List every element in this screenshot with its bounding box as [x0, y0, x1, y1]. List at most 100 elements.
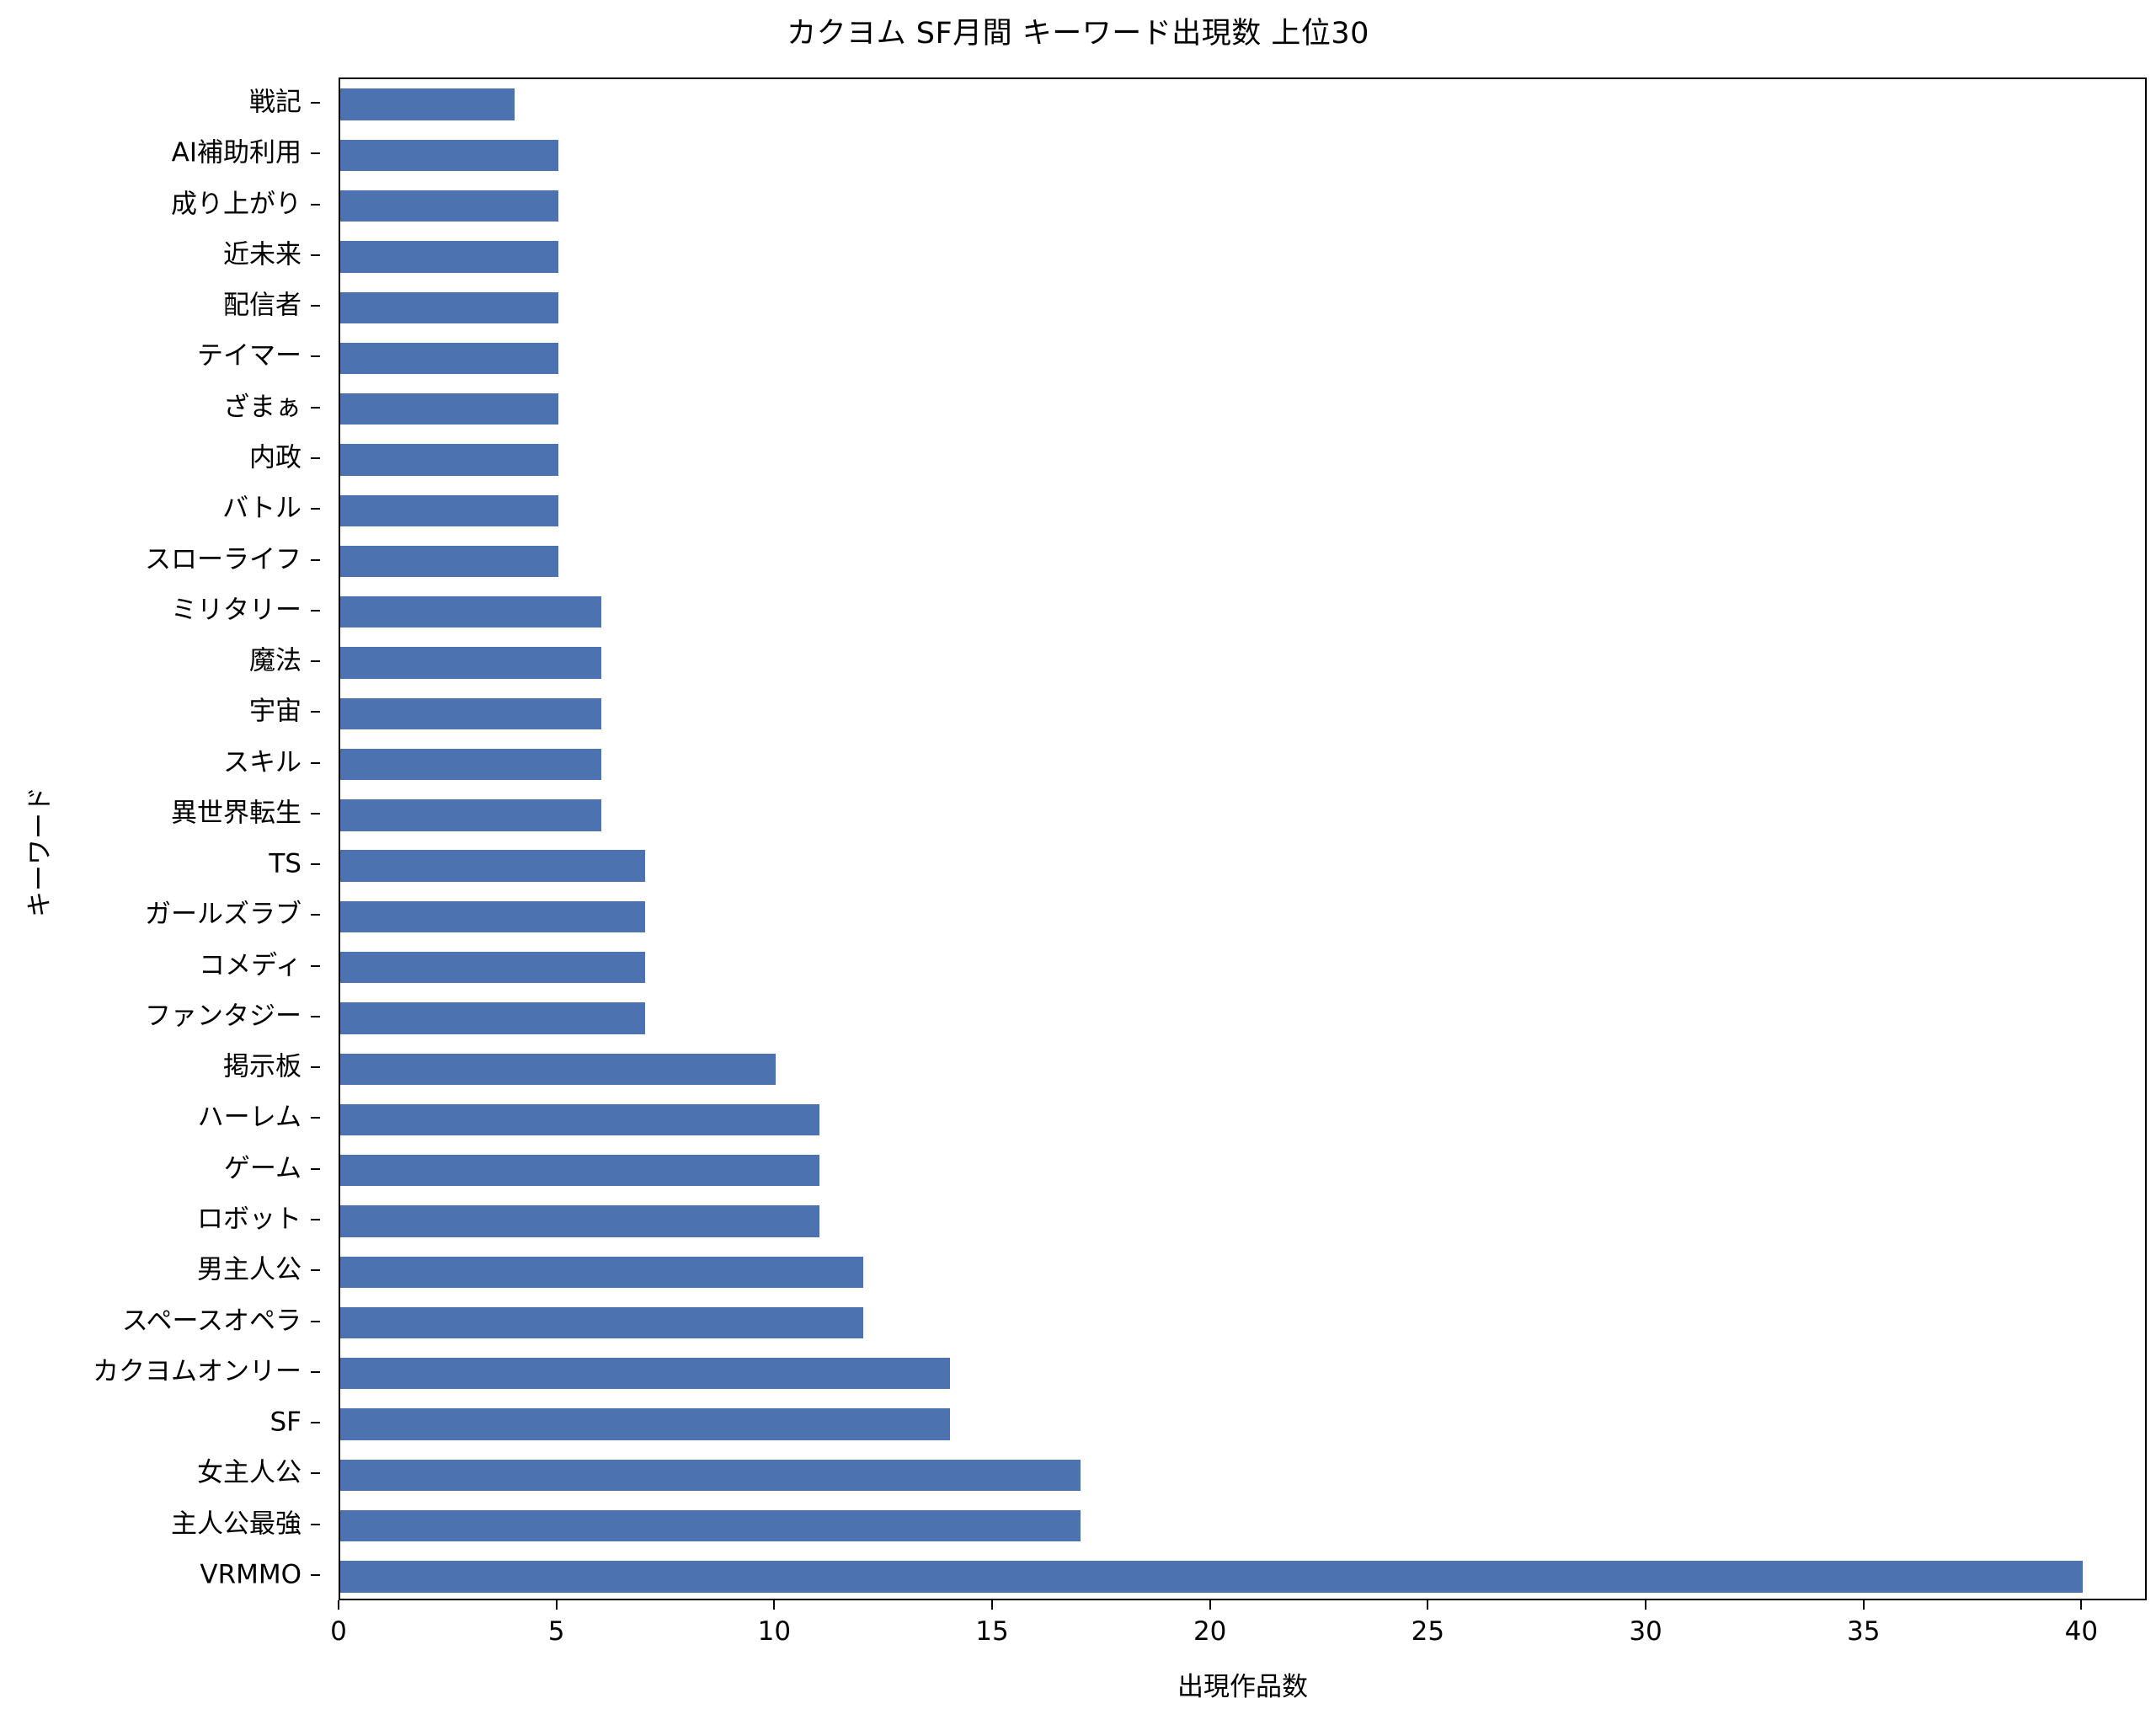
y-tick-label: AI補助利用	[171, 137, 302, 168]
bar	[340, 88, 515, 120]
y-tick-label: 主人公最強	[171, 1509, 302, 1540]
y-tick-label: ミリタリー	[171, 595, 302, 626]
y-tick-mark	[311, 1370, 320, 1373]
bar	[340, 697, 602, 729]
y-tick-mark	[311, 203, 320, 206]
x-tick-mark	[1427, 1600, 1429, 1610]
x-tick-mark	[1862, 1600, 1865, 1610]
y-tick-label: VRMMO	[200, 1559, 302, 1590]
y-tick-label: 配信者	[223, 290, 302, 321]
x-axis-title: 出現作品数	[1177, 1672, 1308, 1702]
y-tick-label: 宇宙	[249, 696, 302, 727]
y-tick-label: 異世界転生	[171, 798, 302, 829]
x-tick-mark	[2080, 1600, 2083, 1610]
y-tick-mark	[311, 1015, 320, 1017]
bar	[340, 900, 646, 933]
y-tick-mark	[311, 1320, 320, 1322]
y-tick-label: 成り上がり	[171, 189, 302, 220]
bar	[340, 393, 558, 425]
y-tick-label: コメディ	[199, 950, 302, 981]
bar	[340, 1358, 951, 1390]
y-tick-mark	[311, 1573, 320, 1576]
y-tick-label: スキル	[223, 747, 302, 778]
x-tick-label: 40	[2064, 1616, 2099, 1647]
y-tick-mark	[311, 457, 320, 459]
y-tick-label: ガールズラブ	[145, 899, 302, 930]
y-tick-mark	[311, 1167, 320, 1170]
y-tick-label: 近未来	[223, 239, 302, 270]
y-tick-mark	[311, 711, 320, 713]
x-tick-label: 20	[1193, 1616, 1227, 1647]
bar	[340, 139, 558, 172]
bar	[340, 596, 602, 628]
y-tick-label: テイマー	[197, 340, 302, 371]
bars-layer	[340, 79, 2145, 1599]
x-tick-label: 0	[330, 1616, 347, 1647]
x-tick-mark	[555, 1600, 558, 1610]
bar	[340, 647, 602, 679]
y-tick-mark	[311, 761, 320, 764]
bar	[340, 190, 558, 222]
x-tick-label: 30	[1629, 1616, 1662, 1647]
x-tick-label: 25	[1411, 1616, 1445, 1647]
y-tick-mark	[311, 102, 320, 104]
y-tick-mark	[311, 964, 320, 967]
y-tick-mark	[311, 254, 320, 256]
y-tick-label: ざまぁ	[223, 392, 302, 423]
y-tick-mark	[311, 1269, 320, 1272]
x-tick-label: 5	[547, 1616, 565, 1647]
chart-title: カクヨム SF月間 キーワード出現数 上位30	[787, 17, 1369, 51]
x-tick-mark	[991, 1600, 994, 1610]
y-tick-label: 女主人公	[197, 1457, 302, 1488]
y-axis-tick-labels: 戦記 AI補助利用 成り上がり 近未来 配信者 テイマー ざまぁ 内政 バトル スローライフ ミリタ…	[0, 77, 320, 1600]
y-tick-label: ゲーム	[223, 1153, 302, 1184]
y-tick-label: 内政	[249, 442, 302, 473]
bar	[340, 1002, 646, 1034]
bar	[340, 241, 558, 273]
bar	[340, 748, 602, 781]
y-tick-mark	[311, 609, 320, 611]
y-tick-label: 掲示板	[223, 1051, 302, 1082]
bar	[340, 1155, 820, 1187]
x-tick-mark	[1209, 1600, 1211, 1610]
y-tick-mark	[311, 1422, 320, 1424]
x-axis-ticks: 0 5 10 15 20 25 30 35 40	[330, 1600, 2147, 1668]
y-tick-mark	[311, 1523, 320, 1525]
y-tick-label: ファンタジー	[145, 1001, 302, 1032]
y-tick-label: ハーレム	[197, 1102, 302, 1133]
y-tick-mark	[311, 1117, 320, 1119]
bar	[340, 1408, 951, 1440]
y-tick-label: SF	[270, 1407, 302, 1438]
y-tick-label: TS	[269, 848, 302, 879]
x-tick-mark	[1645, 1600, 1647, 1610]
y-tick-label: ロボット	[197, 1204, 302, 1235]
y-tick-label: バトル	[222, 493, 302, 524]
bar	[340, 1053, 776, 1085]
plot-area	[339, 77, 2147, 1600]
x-tick-mark	[338, 1600, 339, 1610]
x-tick-label: 10	[757, 1616, 792, 1647]
bar	[340, 850, 646, 882]
y-tick-label: 男主人公	[197, 1254, 302, 1285]
y-tick-mark	[311, 558, 320, 561]
bar	[340, 1256, 863, 1288]
x-tick-label: 15	[975, 1616, 1009, 1647]
bar	[340, 1306, 863, 1339]
y-tick-mark	[311, 660, 320, 663]
y-tick-mark	[311, 863, 320, 866]
bar	[340, 1205, 820, 1237]
y-tick-mark	[311, 508, 320, 510]
bar	[340, 494, 558, 526]
y-tick-label: 戦記	[249, 87, 302, 118]
y-tick-mark	[311, 152, 320, 155]
bar	[340, 291, 558, 323]
y-tick-label: カクヨムオンリー	[93, 1356, 302, 1387]
bar	[340, 951, 646, 984]
y-tick-mark	[311, 1472, 320, 1475]
x-tick-mark	[773, 1600, 776, 1610]
y-tick-mark	[311, 812, 320, 814]
y-tick-mark	[311, 355, 320, 358]
y-tick-label: 魔法	[249, 645, 302, 676]
bar	[340, 1561, 2084, 1593]
